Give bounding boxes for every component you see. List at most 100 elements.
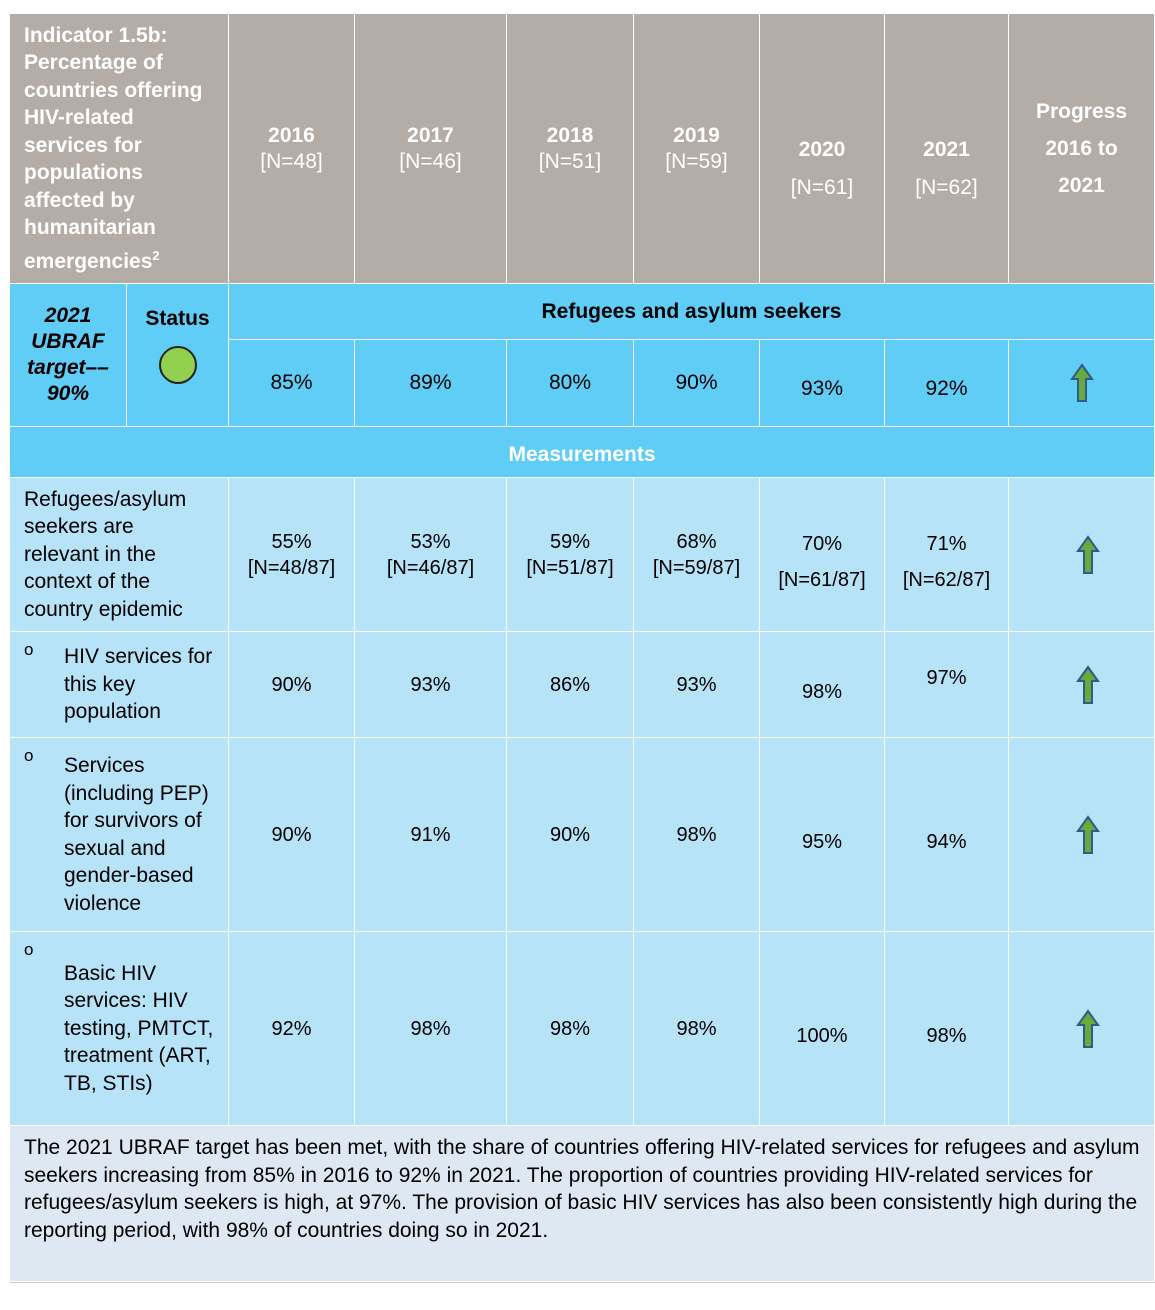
empty-row — [10, 1282, 1155, 1310]
row-value: 92% — [229, 932, 355, 1126]
year-header: 2016 [N=48] — [229, 14, 355, 284]
n: [N=51/87] — [526, 556, 614, 579]
row-value: 98% — [507, 932, 634, 1126]
row-value: 98% — [355, 932, 507, 1126]
year-n: [N=51] — [538, 149, 602, 173]
value: 85% — [270, 371, 313, 394]
label: Services (including PEP) for survivors o… — [64, 754, 209, 915]
n: [N=46/87] — [386, 556, 475, 579]
pct: 90% — [271, 823, 312, 846]
pct: 98% — [926, 1024, 967, 1047]
year: 2018 — [546, 123, 594, 147]
row-label: o Services (including PEP) for survivors … — [10, 738, 229, 932]
pct: 98% — [676, 1017, 717, 1040]
n: [N=48/87] — [247, 556, 336, 579]
value: 93% — [800, 377, 844, 400]
label: HIV services for this key population — [64, 645, 213, 724]
section-title: Refugees and asylum seekers — [229, 284, 1155, 340]
row-label: o Basic HIV services: HIV testing, PMTCT,… — [10, 932, 229, 1126]
row-value: 70% [N=61/87] — [760, 478, 885, 632]
row-value: 98% — [634, 932, 760, 1126]
n: [N=59/87] — [652, 556, 741, 579]
row-label: Refugees/asylum seekers are relevant in … — [10, 478, 229, 632]
section-value: 90% — [634, 340, 760, 427]
pct: 98% — [549, 1017, 591, 1040]
year-header: 2018 [N=51] — [507, 14, 634, 284]
pct: 70% — [801, 532, 843, 555]
status: Status — [127, 284, 229, 427]
year: 2019 — [673, 123, 720, 147]
row-value: 97% — [885, 632, 1009, 738]
footnote: 2 — [152, 247, 160, 263]
pct: 91% — [410, 823, 451, 846]
year: 2016 — [268, 123, 315, 147]
section-value: 85% — [229, 340, 355, 427]
note-text: The 2021 UBRAF target has been met, with… — [24, 1136, 1140, 1242]
pct: 86% — [549, 673, 591, 696]
pct: 98% — [801, 680, 843, 703]
pct: 90% — [549, 823, 591, 846]
bullet: o — [24, 940, 34, 959]
year-n: [N=48] — [260, 149, 323, 173]
row-value: 95% — [760, 738, 885, 932]
status-circle — [158, 346, 197, 384]
row-label: o HIV services for this key population — [10, 632, 229, 738]
row-value: 55% [N=48/87] — [229, 478, 355, 632]
year: 2020 — [798, 137, 846, 161]
n: [N=61/87] — [778, 568, 866, 591]
row-value: 98% — [760, 632, 885, 738]
section-value: 92% — [885, 340, 1009, 427]
value: 80% — [548, 371, 592, 394]
row-value: 100% — [760, 932, 885, 1126]
pct: 90% — [271, 673, 312, 696]
note: The 2021 UBRAF target has been met, with… — [10, 1126, 1155, 1282]
year-n: [N=62] — [915, 175, 978, 199]
measurements: Measurements — [508, 443, 656, 466]
pct: 53% — [410, 530, 451, 553]
section: Refugees and asylum seekers — [541, 299, 842, 323]
pct: 59% — [549, 530, 591, 553]
row-value: 90% — [229, 632, 355, 738]
year-n: [N=59] — [665, 149, 728, 173]
row-value: 59% [N=51/87] — [507, 478, 634, 632]
year-n: [N=61] — [790, 175, 854, 199]
progress: Progress 2016 to 2021 — [1035, 100, 1128, 197]
year-header: 2020 [N=61] — [760, 14, 885, 284]
year-header: 2021 [N=62] — [885, 14, 1009, 284]
label: Basic HIV services: HIV testing, PMTCT, … — [64, 961, 214, 1095]
year-n: [N=46] — [399, 149, 462, 173]
pct: 98% — [676, 823, 717, 846]
row-value: 90% — [507, 738, 634, 932]
row-value: 98% — [634, 738, 760, 932]
n: [N=62/87] — [902, 568, 991, 591]
pct: 94% — [926, 830, 967, 853]
row-value: 93% — [355, 632, 507, 738]
pct: 68% — [676, 530, 717, 553]
row-value: 98% — [885, 932, 1009, 1126]
pct: 92% — [271, 1017, 312, 1040]
up-arrow — [1075, 664, 1100, 704]
value: 92% — [925, 377, 968, 400]
pct: 100% — [796, 1024, 848, 1047]
progress-arrow — [1009, 478, 1155, 632]
indicator-header: Indicator 1.5b: Percentage of countries … — [10, 14, 229, 284]
section-value: 89% — [355, 340, 507, 427]
progress-arrow — [1009, 340, 1155, 427]
row-value: 94% — [885, 738, 1009, 932]
pct: 93% — [676, 673, 717, 696]
value: 89% — [409, 371, 452, 394]
row-value: 86% — [507, 632, 634, 738]
year: 2017 — [407, 123, 454, 147]
row-value: 91% — [355, 738, 507, 932]
pct: 98% — [410, 1017, 451, 1040]
pct: 93% — [410, 673, 451, 696]
status-label: Status — [145, 307, 210, 330]
row-value: 68% [N=59/87] — [634, 478, 760, 632]
label: Refugees/asylum seekers are relevant in … — [24, 487, 187, 621]
up-arrow — [1069, 363, 1094, 402]
section-value: 93% — [760, 340, 885, 427]
row-value: 93% — [634, 632, 760, 738]
up-arrow — [1075, 814, 1100, 854]
year: 2021 — [923, 137, 970, 161]
